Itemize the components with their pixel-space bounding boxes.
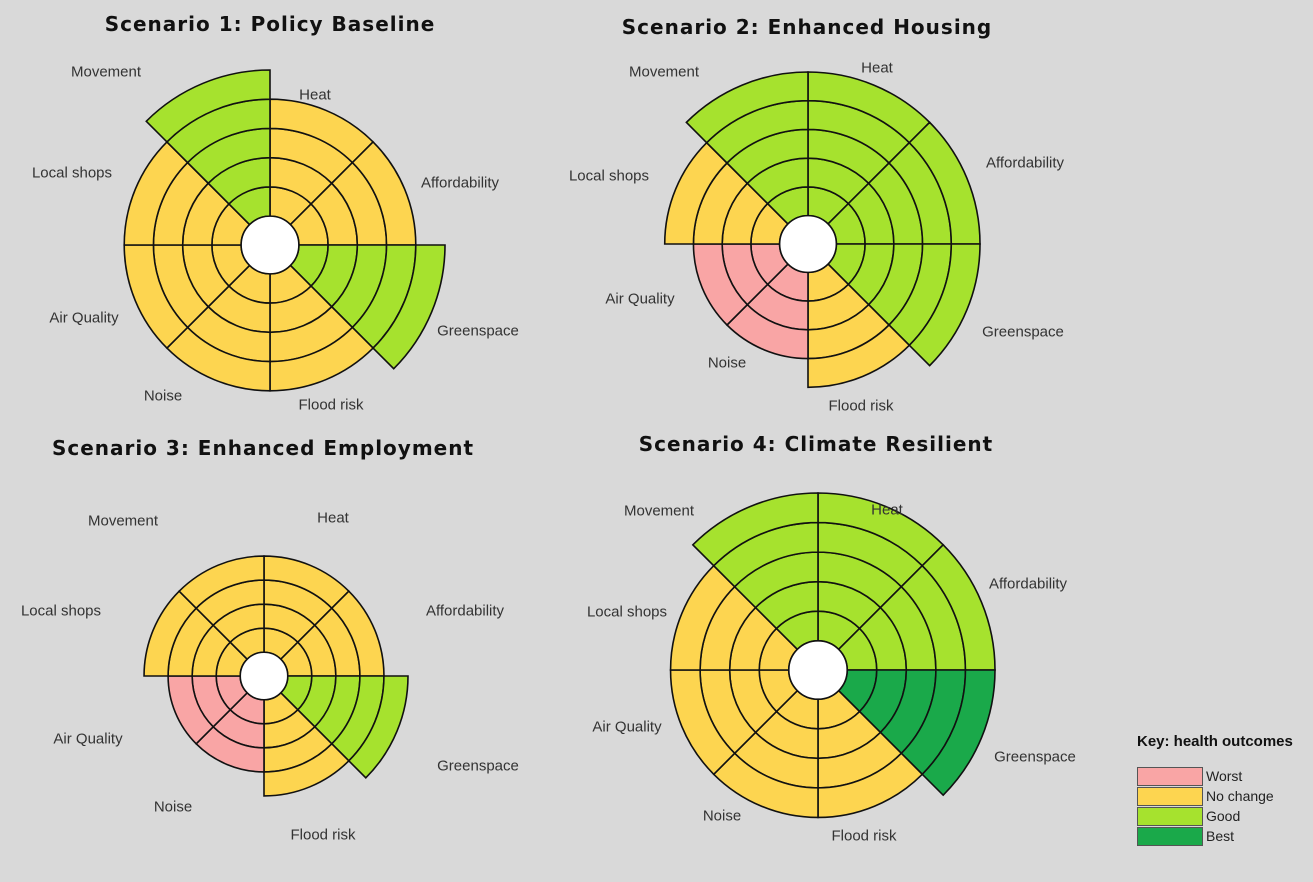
category-label-local-shops: Local shops bbox=[20, 602, 102, 620]
category-label-noise: Noise bbox=[153, 798, 193, 816]
category-label-movement: Movement bbox=[623, 502, 695, 520]
center-hole bbox=[239, 651, 289, 701]
legend-label: Good bbox=[1206, 808, 1241, 824]
legend-item: Best bbox=[1137, 826, 1307, 846]
center-hole bbox=[240, 215, 300, 275]
category-label-air-quality: Air Quality bbox=[53, 730, 123, 748]
sector-greenspace-ring-5 bbox=[921, 669, 996, 797]
sector-movement-ring-5 bbox=[691, 492, 819, 567]
category-label-flood-risk: Flood risk bbox=[290, 826, 356, 844]
category-label-heat: Heat bbox=[861, 59, 893, 77]
sector-flood-risk-ring-4 bbox=[263, 742, 350, 797]
legend: Key: health outcomes Worst No change Goo… bbox=[1137, 733, 1307, 846]
category-label-air-quality: Air Quality bbox=[592, 718, 662, 736]
chart-title: Scenario 3: Enhanced Employment bbox=[51, 436, 475, 460]
category-label-movement: Movement bbox=[87, 512, 159, 530]
sector-movement-ring-5 bbox=[145, 69, 271, 144]
legend-label: Best bbox=[1206, 828, 1235, 844]
category-label-affordability: Affordability bbox=[985, 154, 1065, 172]
category-label-movement: Movement bbox=[628, 63, 700, 81]
category-label-noise: Noise bbox=[143, 387, 183, 405]
category-label-local-shops: Local shops bbox=[568, 167, 650, 185]
chart-title: Scenario 1: Policy Baseline bbox=[104, 12, 436, 36]
category-label-affordability: Affordability bbox=[425, 602, 505, 620]
legend-swatch-best bbox=[1137, 826, 1203, 846]
sector-flood-risk-ring-4 bbox=[807, 323, 911, 389]
center-hole bbox=[787, 639, 849, 701]
legend-label: No change bbox=[1206, 788, 1274, 804]
category-label-air-quality: Air Quality bbox=[605, 290, 675, 308]
legend-item: Worst bbox=[1137, 766, 1307, 786]
sector-greenspace-ring-5 bbox=[371, 244, 446, 370]
category-label-affordability: Affordability bbox=[988, 575, 1068, 593]
legend-swatch-no-change bbox=[1137, 786, 1203, 806]
legend-title: Key: health outcomes bbox=[1137, 733, 1293, 750]
legend-swatch-worst bbox=[1137, 766, 1203, 786]
category-label-flood-risk: Flood risk bbox=[828, 397, 894, 415]
category-label-noise: Noise bbox=[707, 354, 747, 372]
legend-swatch-good bbox=[1137, 806, 1203, 826]
center-hole bbox=[778, 214, 838, 274]
category-label-local-shops: Local shops bbox=[586, 603, 668, 621]
sector-movement-ring-4 bbox=[178, 555, 265, 610]
category-label-local-shops: Local shops bbox=[31, 164, 113, 182]
chart-title: Scenario 2: Enhanced Housing bbox=[621, 15, 993, 39]
sector-greenspace-ring-5 bbox=[908, 243, 981, 367]
category-label-greenspace: Greenspace bbox=[982, 323, 1064, 341]
category-label-greenspace: Greenspace bbox=[994, 748, 1076, 766]
category-label-air-quality: Air Quality bbox=[49, 309, 119, 327]
category-label-movement: Movement bbox=[70, 63, 142, 81]
legend-item: Good bbox=[1137, 806, 1307, 826]
category-label-heat: Heat bbox=[317, 509, 349, 527]
category-label-flood-risk: Flood risk bbox=[298, 396, 364, 414]
chart-title: Scenario 4: Climate Resilient bbox=[638, 432, 994, 456]
category-label-heat: Heat bbox=[871, 501, 903, 519]
category-label-flood-risk: Flood risk bbox=[831, 827, 897, 845]
category-label-greenspace: Greenspace bbox=[437, 322, 519, 340]
category-label-heat: Heat bbox=[299, 86, 331, 104]
legend-label: Worst bbox=[1206, 768, 1243, 784]
sector-movement-ring-5 bbox=[685, 71, 809, 144]
category-label-greenspace: Greenspace bbox=[437, 757, 519, 775]
category-label-noise: Noise bbox=[702, 807, 742, 825]
sector-greenspace-ring-5 bbox=[347, 675, 409, 779]
legend-item: No change bbox=[1137, 786, 1307, 806]
category-label-affordability: Affordability bbox=[420, 174, 500, 192]
